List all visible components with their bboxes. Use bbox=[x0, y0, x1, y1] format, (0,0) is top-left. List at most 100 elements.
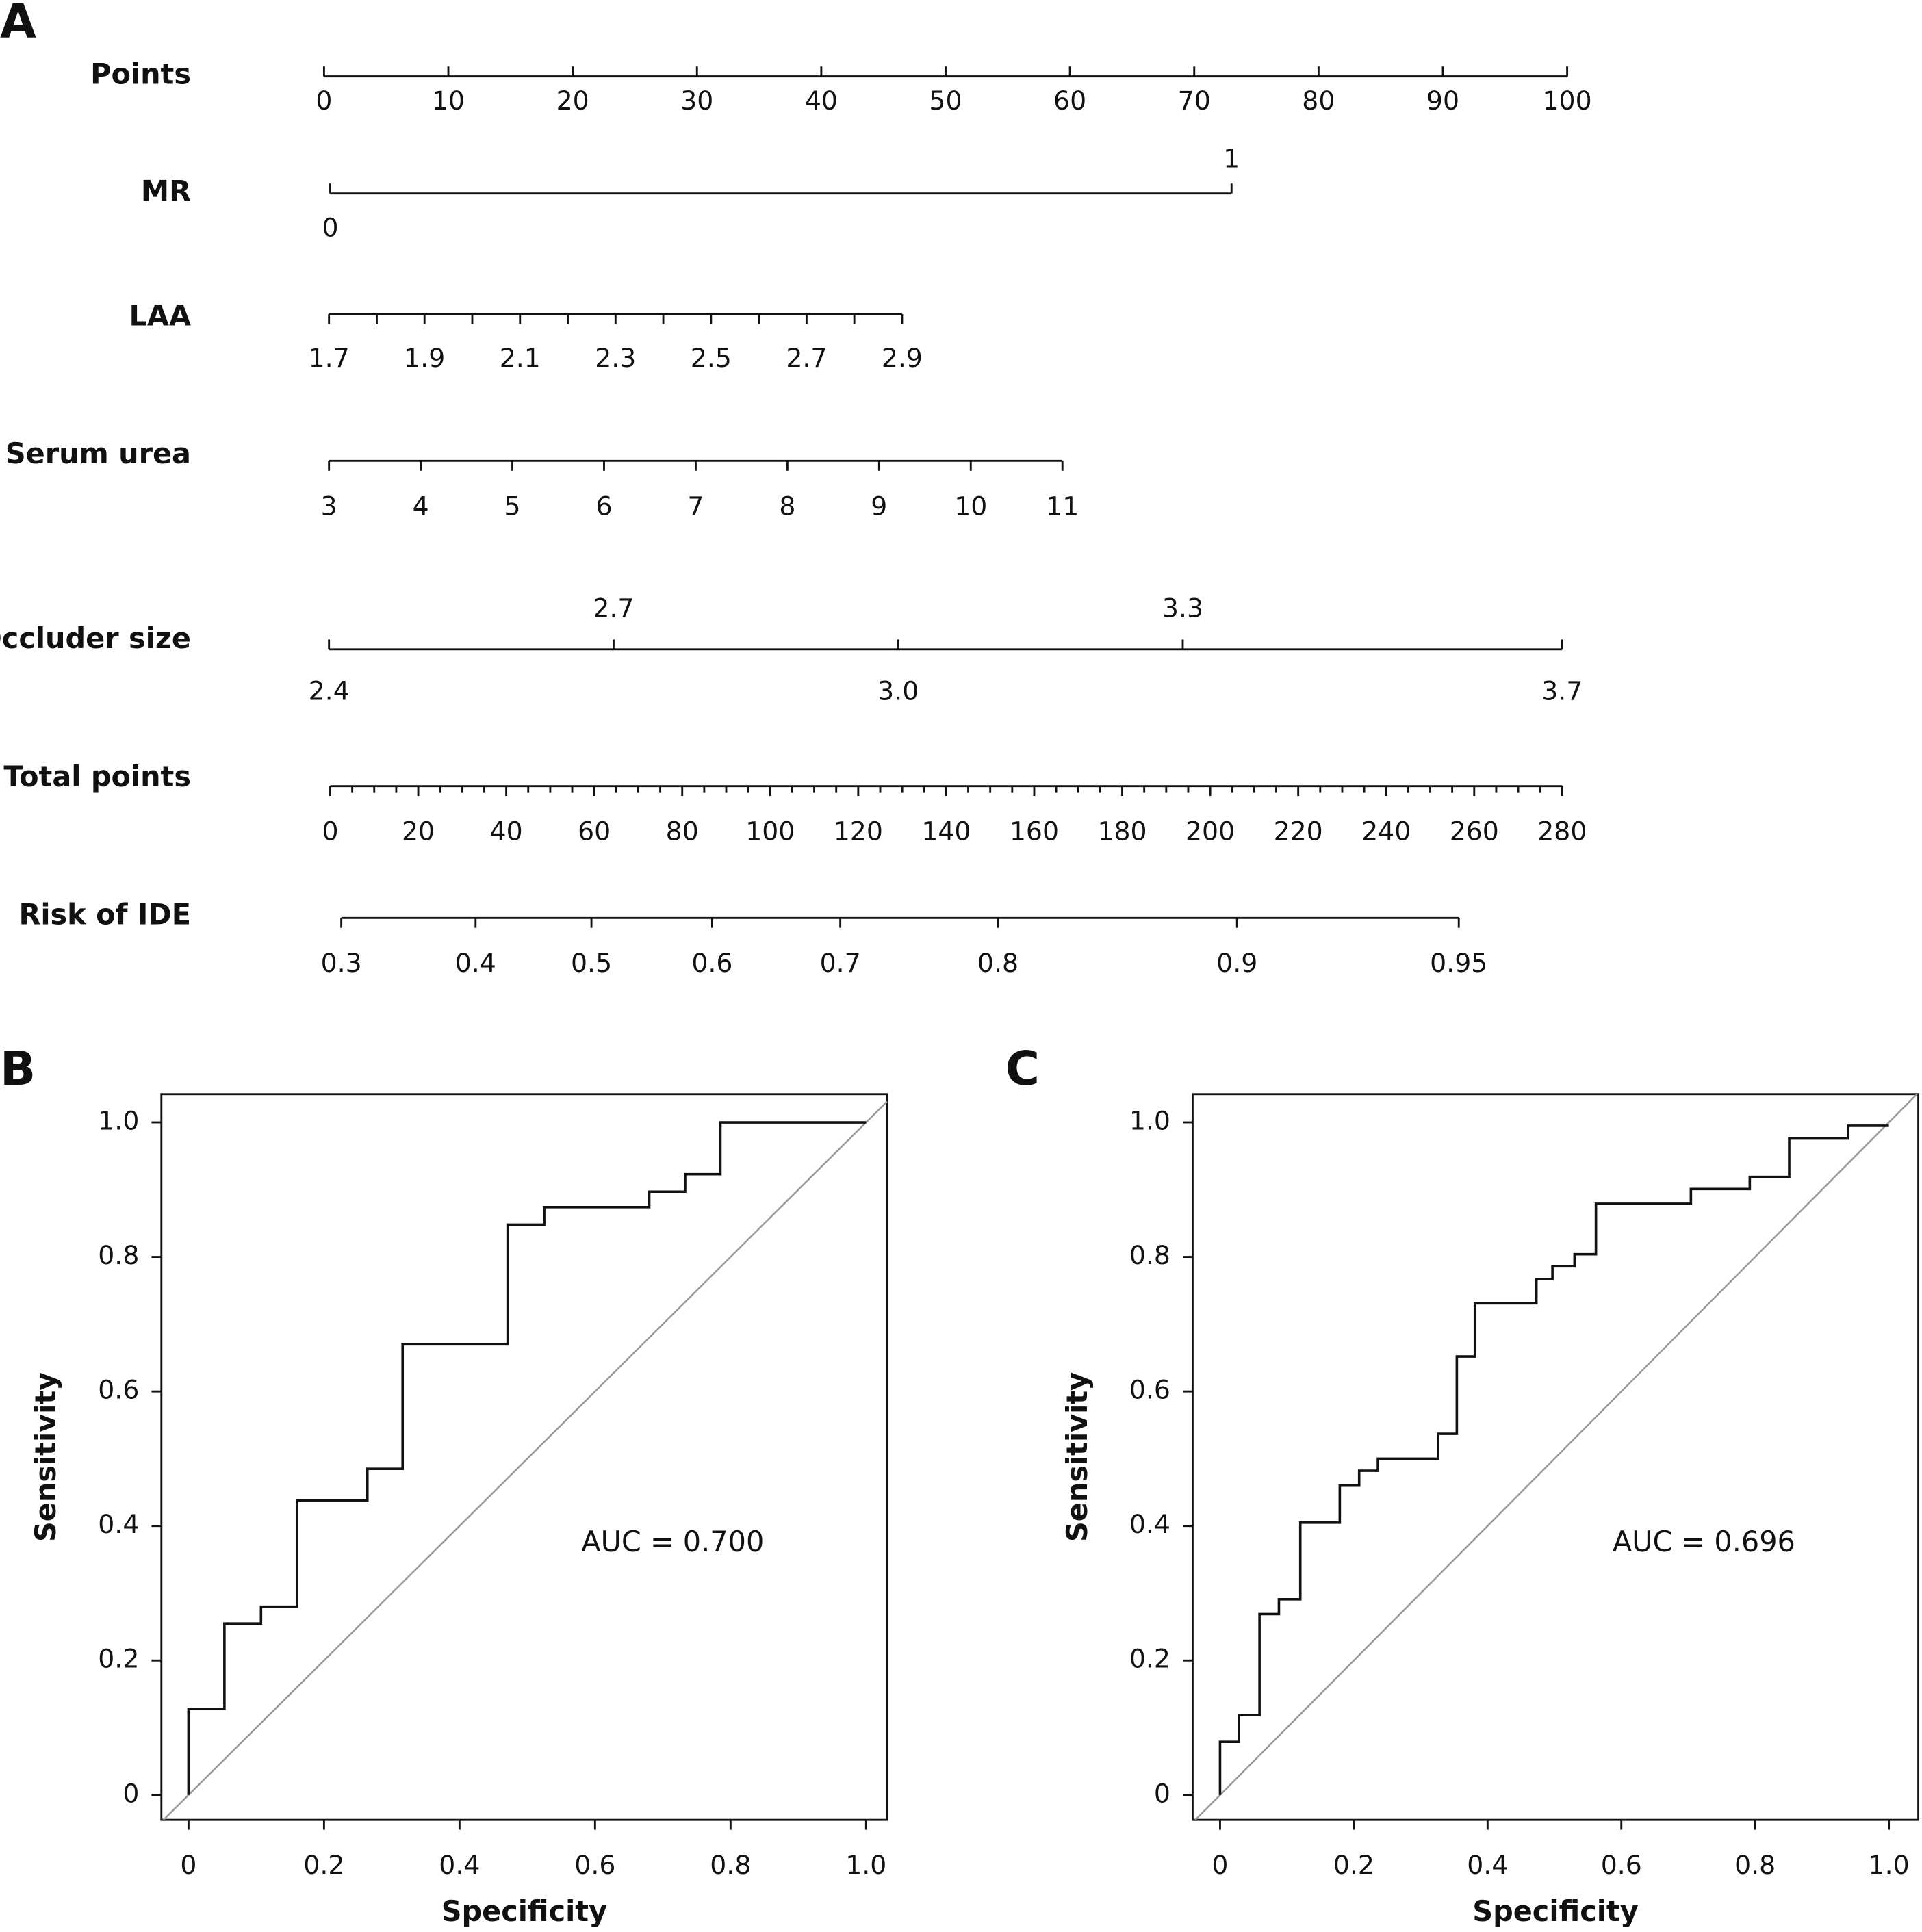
panel-letter: C bbox=[1005, 1042, 1040, 1096]
y-tick-label: 0.4 bbox=[98, 1509, 139, 1539]
plot-frame bbox=[1191, 1093, 1920, 1821]
tick-label: 60 bbox=[1053, 86, 1086, 116]
y-tick-label: 0 bbox=[1154, 1778, 1170, 1808]
tick-label: 0.4 bbox=[455, 948, 496, 978]
tick-label: 260 bbox=[1450, 816, 1499, 847]
tick-label: 120 bbox=[834, 816, 883, 847]
reference-line bbox=[162, 1100, 888, 1821]
tick-label: 200 bbox=[1186, 816, 1235, 847]
y-tick-label: 0.6 bbox=[98, 1375, 139, 1405]
plot-frame bbox=[160, 1093, 888, 1821]
scale-name: MR bbox=[141, 175, 191, 208]
tick-label: 0.5 bbox=[571, 948, 612, 978]
x-tick-label: 0 bbox=[1212, 1850, 1228, 1880]
tick-label: 2.4 bbox=[309, 675, 350, 706]
y-axis-label: Sensitivity bbox=[1061, 1372, 1094, 1542]
scale-name: Points bbox=[90, 58, 191, 91]
tick-label: 2.1 bbox=[500, 343, 541, 373]
tick-label: 160 bbox=[1010, 816, 1059, 847]
tick-label: 9 bbox=[871, 491, 887, 521]
y-tick-label: 0.6 bbox=[1129, 1375, 1170, 1405]
x-axis-label: Specificity bbox=[1472, 1895, 1638, 1928]
tick-label: 10 bbox=[954, 491, 987, 521]
auc-annotation: AUC = 0.696 bbox=[1613, 1525, 1795, 1558]
tick-label: 5 bbox=[504, 491, 521, 521]
tick-label: 0.95 bbox=[1430, 948, 1487, 978]
tick-label: 2.9 bbox=[882, 343, 923, 373]
tick-label: 0 bbox=[316, 86, 332, 116]
y-tick-label: 0.2 bbox=[1129, 1644, 1170, 1674]
x-tick-label: 0.6 bbox=[574, 1850, 615, 1880]
scale-name: LAA bbox=[129, 299, 191, 332]
panel-letter: B bbox=[0, 1042, 36, 1096]
x-tick-label: 0.8 bbox=[1734, 1850, 1776, 1880]
tick-label: 50 bbox=[929, 86, 962, 116]
scale-name: Risk of IDE bbox=[18, 898, 191, 931]
tick-label: 140 bbox=[921, 816, 971, 847]
tick-label: 20 bbox=[402, 816, 435, 847]
auc-annotation: AUC = 0.700 bbox=[581, 1525, 764, 1558]
tick-label: 8 bbox=[779, 491, 795, 521]
x-tick-label: 0.4 bbox=[1467, 1850, 1508, 1880]
y-tick-label: 0.2 bbox=[98, 1644, 139, 1674]
y-axis-label: Sensitivity bbox=[29, 1372, 62, 1542]
y-tick-label: 0 bbox=[123, 1778, 139, 1808]
tick-label: 7 bbox=[687, 491, 704, 521]
tick-label: 70 bbox=[1178, 86, 1211, 116]
tick-label: 0.3 bbox=[321, 948, 362, 978]
x-tick-label: 0.2 bbox=[303, 1850, 344, 1880]
tick-label: 0.8 bbox=[977, 948, 1018, 978]
y-tick-label: 0.8 bbox=[1129, 1240, 1170, 1270]
x-tick-label: 0.2 bbox=[1333, 1850, 1374, 1880]
tick-label: 0.6 bbox=[691, 948, 732, 978]
tick-label: 240 bbox=[1361, 816, 1411, 847]
tick-label: 100 bbox=[1543, 86, 1592, 116]
tick-label: 10 bbox=[432, 86, 465, 116]
y-tick-label: 0.8 bbox=[98, 1240, 139, 1270]
tick-label: 1.9 bbox=[404, 343, 445, 373]
roc-curve bbox=[1218, 1124, 1889, 1795]
tick-label: 6 bbox=[595, 491, 612, 521]
tick-label: 1.7 bbox=[309, 343, 350, 373]
x-axis-label: Specificity bbox=[441, 1895, 607, 1928]
y-tick-label: 1.0 bbox=[1129, 1106, 1170, 1136]
tick-label: 90 bbox=[1426, 86, 1459, 116]
x-tick-label: 0.6 bbox=[1601, 1850, 1642, 1880]
tick-label: 80 bbox=[1302, 86, 1335, 116]
tick-label: 20 bbox=[556, 86, 589, 116]
x-tick-label: 1.0 bbox=[845, 1850, 886, 1880]
tick-label: 2.7 bbox=[593, 593, 634, 623]
tick-label: 40 bbox=[805, 86, 838, 116]
tick-label: 180 bbox=[1097, 816, 1146, 847]
tick-label: 60 bbox=[578, 816, 611, 847]
tick-label: 3 bbox=[321, 491, 337, 521]
tick-label: 2.5 bbox=[691, 343, 732, 373]
x-tick-label: 0.4 bbox=[439, 1850, 480, 1880]
x-tick-label: 0.8 bbox=[710, 1850, 751, 1880]
panel-letter: A bbox=[0, 0, 36, 49]
tick-label: 40 bbox=[490, 816, 523, 847]
reference-line bbox=[1194, 1093, 1918, 1821]
y-tick-label: 1.0 bbox=[98, 1106, 139, 1136]
tick-label: 0 bbox=[322, 212, 338, 242]
tick-label: 280 bbox=[1537, 816, 1587, 847]
tick-label: 3.3 bbox=[1162, 593, 1203, 623]
scale-name: Serum urea bbox=[5, 437, 191, 470]
tick-label: 0.7 bbox=[820, 948, 861, 978]
tick-label: 1 bbox=[1223, 144, 1240, 174]
tick-label: 3.7 bbox=[1541, 675, 1583, 706]
tick-label: 220 bbox=[1274, 816, 1323, 847]
tick-label: 2.7 bbox=[786, 343, 827, 373]
x-tick-label: 0 bbox=[180, 1850, 196, 1880]
tick-label: 100 bbox=[745, 816, 795, 847]
tick-label: 0 bbox=[322, 816, 338, 847]
scale-name: Occluder size bbox=[0, 622, 191, 655]
y-tick-label: 0.4 bbox=[1129, 1509, 1170, 1539]
tick-label: 80 bbox=[666, 816, 699, 847]
tick-label: 3.0 bbox=[877, 675, 919, 706]
roc-curve bbox=[187, 1121, 867, 1795]
tick-label: 0.9 bbox=[1216, 948, 1257, 978]
x-tick-label: 1.0 bbox=[1869, 1850, 1910, 1880]
